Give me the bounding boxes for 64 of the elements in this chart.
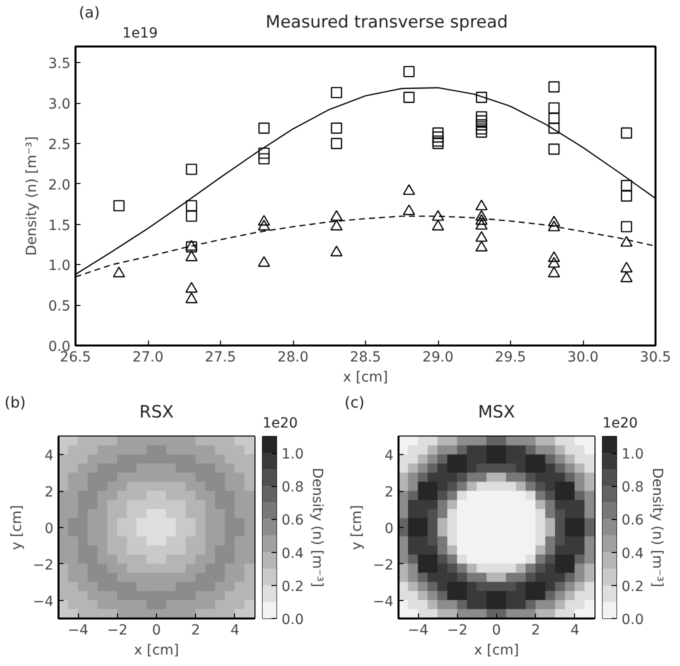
color-bar-label: 0.4: [282, 546, 304, 562]
y-tick-label: 2: [384, 484, 394, 501]
x-axis-title: x [cm]: [343, 370, 388, 386]
x-tick-label: −2: [446, 622, 468, 638]
x-tick-label: 2: [191, 622, 200, 638]
x-tick-label: 4: [570, 622, 580, 638]
y-tick-label: 1.0: [48, 258, 70, 274]
x-tick-label: 0: [152, 622, 161, 638]
x-tick-label: 27.0: [132, 350, 164, 366]
x-axis-title: x [cm]: [474, 642, 520, 658]
x-tick-label: 28.0: [277, 350, 309, 366]
y-tick-label: 0.5: [48, 298, 70, 315]
color-bar-title: Density (n) [m⁻³]: [308, 468, 325, 588]
x-tick-label: 30.0: [567, 350, 599, 366]
chart-title: MSX: [478, 402, 516, 422]
y-tick-label: −2: [372, 557, 394, 574]
x-tick-label: −4: [408, 622, 429, 638]
x-tick-label: 27.5: [204, 350, 236, 366]
color-bar-title: Density (n) [m⁻³]: [648, 468, 665, 588]
y-axis-title: Density (n) [m⁻³]: [24, 136, 40, 256]
text: (c): [344, 394, 364, 412]
text: 1e20: [262, 416, 298, 432]
text: (a): [78, 4, 100, 22]
color-bar-label: 0.4: [622, 546, 644, 562]
y-tick-label: 2.0: [48, 177, 70, 194]
text: 1e19: [122, 26, 158, 42]
y-tick-label: 3.0: [48, 96, 70, 113]
y-tick-label: −2: [32, 557, 54, 574]
color-bar-label: 0.0: [622, 612, 644, 628]
y-tick-label: 1.5: [48, 218, 70, 234]
color-bar-label: 0.6: [282, 512, 304, 529]
text: 1e20: [602, 416, 638, 432]
y-tick-label: 4: [384, 448, 394, 464]
x-tick-label: 29.5: [494, 350, 526, 366]
color-bar-label: 0.2: [622, 578, 644, 595]
x-tick-label: −4: [68, 622, 89, 638]
color-bar-label: 1.0: [622, 446, 644, 463]
color-bar-label: 1.0: [282, 446, 304, 463]
y-tick-label: 0: [384, 521, 394, 537]
color-bar-label: 0.8: [622, 480, 644, 496]
chart-title: RSX: [139, 402, 174, 422]
y-tick-label: −4: [372, 594, 394, 610]
y-tick-label: −4: [32, 594, 54, 610]
y-tick-label: 2.5: [48, 136, 70, 153]
y-tick-label: 0: [44, 521, 54, 537]
text: (b): [4, 394, 26, 412]
x-tick-label: −2: [106, 622, 128, 638]
y-axis-title: y [cm]: [348, 504, 365, 550]
y-tick-label: 3.5: [48, 56, 70, 72]
x-tick-label: 2: [531, 622, 540, 638]
color-bar-label: 0.8: [282, 480, 304, 496]
color-bar-label: 0.2: [282, 578, 304, 595]
x-tick-label: 4: [230, 622, 240, 638]
y-axis-title: y [cm]: [8, 504, 25, 550]
x-tick-label: 28.5: [350, 350, 382, 366]
chart-title: Measured transverse spread: [266, 12, 508, 32]
y-tick-label: 2: [44, 484, 54, 501]
color-bar-label: 0.6: [622, 512, 644, 529]
x-axis-title: x [cm]: [134, 642, 180, 658]
x-tick-label: 30.5: [640, 350, 672, 366]
x-tick-label: 29.0: [422, 350, 454, 366]
y-tick-label: 4: [44, 448, 54, 464]
x-tick-label: 0: [492, 622, 501, 638]
color-bar-label: 0.0: [282, 612, 304, 628]
